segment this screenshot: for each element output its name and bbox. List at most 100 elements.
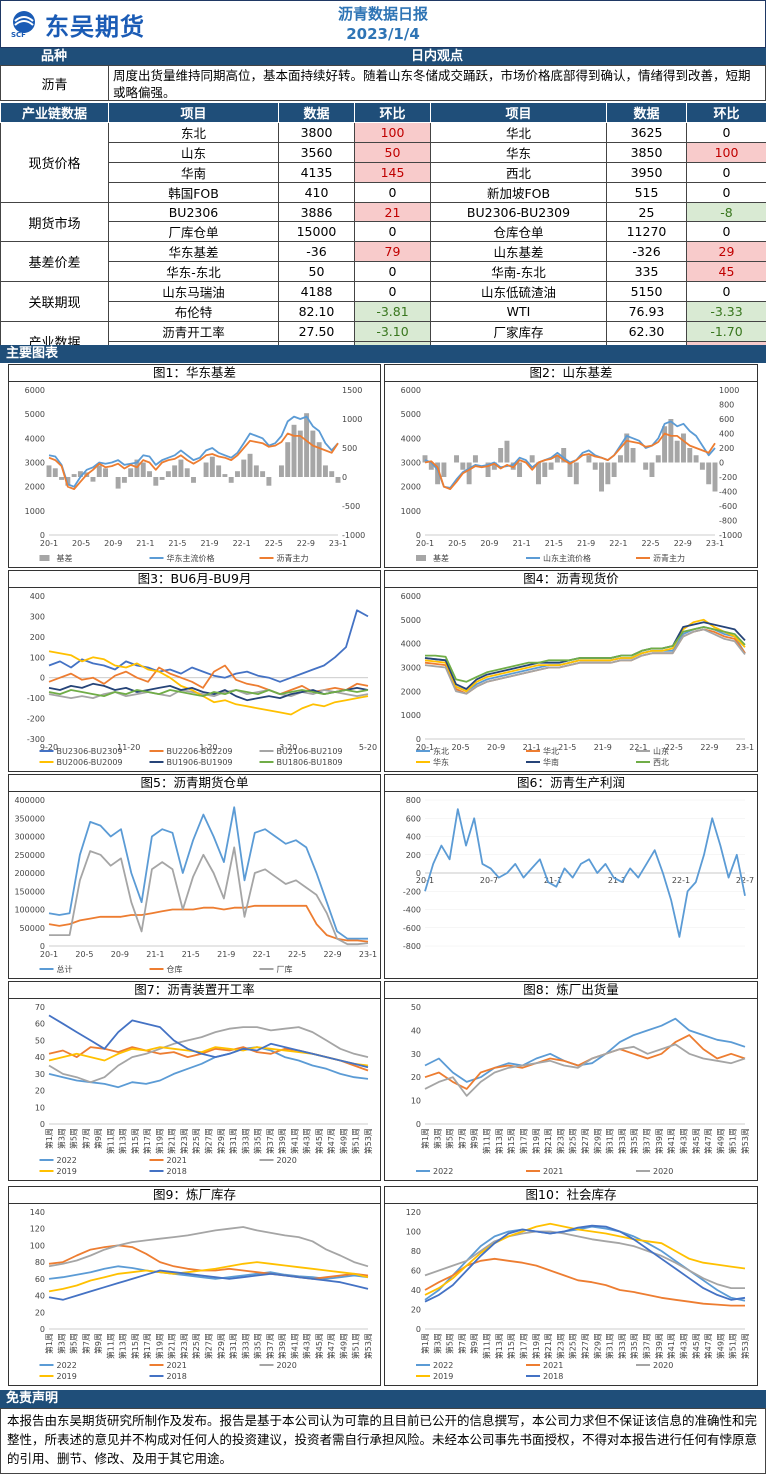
x-tick-label: 21-5: [168, 539, 186, 548]
y2-tick-label: 600: [719, 415, 734, 424]
table-header-4: 项目: [430, 102, 607, 123]
x-tick-label: 第23周: [555, 1333, 565, 1359]
x-tick-label: 22-5: [288, 950, 306, 959]
x-tick-label: 第23周: [179, 1333, 189, 1359]
x-tick-label: 第11周: [482, 1128, 492, 1154]
x-tick-label: 第29周: [592, 1333, 602, 1359]
table-header-3: 环比: [354, 102, 431, 123]
table-cell: 76.93: [606, 301, 687, 322]
x-tick-label: 21-9: [200, 539, 218, 548]
y-tick-label: 60: [35, 1020, 45, 1029]
x-tick-label: 22-5: [665, 743, 683, 752]
y-tick-label: -200: [403, 887, 421, 896]
table-row: 厂库仓单 15000 0 仓库仓单 11270 0: [1, 221, 766, 242]
x-tick-label: 第47周: [703, 1333, 713, 1359]
chart-panel-10: 图10：社会库存 0 20 40 60 80 100 120 第1周 第3周 第5周 第7周 第9周 第1…: [384, 1186, 758, 1386]
x-tick-label: 第33周: [240, 1128, 250, 1154]
series-line: [48, 1244, 369, 1280]
series-line: [424, 1230, 745, 1289]
x-tick-label: 22-1: [609, 539, 627, 548]
x-tick-label: 第25周: [568, 1333, 578, 1359]
legend-label: 东北: [433, 746, 449, 756]
bar-mark: [46, 465, 52, 477]
x-tick-label: 第39周: [277, 1333, 287, 1359]
y-tick-label: 20: [411, 1306, 421, 1315]
x-tick-label: 第23周: [179, 1128, 189, 1154]
x-tick-label: 22-1: [253, 950, 271, 959]
chart-panel-5: 图5：沥青期货仓单 0 50000 100000 150000 200000 250000 3…: [8, 774, 381, 979]
x-tick-label: 第51周: [351, 1128, 361, 1154]
x-tick-label: 第25周: [568, 1128, 578, 1154]
x-tick-label: 21-1: [513, 539, 531, 548]
bar-mark: [52, 468, 58, 477]
bar-mark: [128, 468, 134, 477]
y-tick-label: 6000: [401, 386, 421, 395]
x-tick-label: 22-9: [297, 539, 315, 548]
table-cell: 79: [354, 241, 431, 262]
disclaimer-text: 本报告由东吴期货研究所制作及发布。报告是基于本公司认为可靠的且目前已公开的信息撰…: [0, 1408, 766, 1474]
y-tick-label: 100: [406, 1228, 421, 1237]
table-cell: 515: [606, 182, 687, 203]
y-tick-label: 120: [30, 1225, 45, 1234]
table-cell: 335: [606, 261, 687, 282]
row-category: 现货价格: [0, 122, 109, 203]
y-tick-label: 120: [406, 1208, 421, 1217]
bar-mark: [624, 433, 630, 463]
y-tick-label: 70: [35, 1003, 45, 1012]
y-tick-label: -200: [27, 715, 45, 724]
chart-panel-6: 图6：沥青生产利润 -800 -600 -400 -200 0 200 400 600 800 20…: [384, 774, 758, 979]
x-tick-label: 第49周: [715, 1128, 725, 1154]
x-tick-label: 第51周: [728, 1128, 738, 1154]
bar-mark: [706, 462, 712, 485]
x-tick-label: 23-1: [329, 539, 347, 548]
table-cell: 3625: [606, 122, 687, 143]
x-tick-label: 第31周: [605, 1128, 615, 1154]
table-cell: 4135: [278, 162, 355, 183]
table-cell: 0: [686, 281, 766, 302]
y-tick-label: 0: [40, 531, 45, 540]
bar-mark: [260, 471, 266, 477]
y-tick-label: 3000: [25, 459, 45, 468]
table-row: 关联期现 山东马瑞油 4188 0 山东低硫渣油 5150 0: [0, 281, 766, 322]
table-cell: -36: [278, 241, 355, 262]
bar-mark: [460, 462, 466, 470]
x-tick-label: 第35周: [253, 1128, 263, 1154]
table-cell: 50: [354, 142, 431, 163]
x-tick-label: 第21周: [543, 1128, 553, 1154]
legend-label: 2019: [433, 1372, 453, 1381]
x-tick-label: 第9周: [93, 1333, 103, 1354]
bar-mark: [529, 455, 535, 463]
x-tick-label: 第15周: [130, 1128, 140, 1154]
x-tick-label: 第3周: [56, 1333, 66, 1354]
bar-mark: [184, 468, 190, 477]
x-tick-label: 第25周: [191, 1128, 201, 1154]
x-tick-label: 第39周: [654, 1128, 664, 1154]
chart-panel-2: 图2：山东基差 0 1000 2000 3000 4000 5000 6000 -1000 -80…: [384, 364, 758, 568]
x-tick-label: 22-7: [736, 876, 754, 885]
x-tick-label: 23-1: [359, 950, 377, 959]
legend-label: 2019: [57, 1372, 77, 1381]
series-line: [424, 1224, 746, 1303]
legend-swatch: [39, 555, 50, 561]
table-cell: 145: [354, 162, 431, 183]
x-tick-label: 第9周: [469, 1128, 479, 1149]
x-tick-label: 第47周: [703, 1128, 713, 1154]
x-tick-label: 9-20: [40, 743, 58, 752]
bar-mark: [222, 474, 228, 477]
logo-icon: SCF: [9, 9, 39, 39]
x-tick-label: 21-9: [594, 743, 612, 752]
bar-mark: [322, 465, 328, 477]
legend-label: 2021: [167, 1361, 187, 1370]
table-cell: 西北: [430, 162, 607, 183]
y-tick-label: 50: [411, 1003, 421, 1012]
report-title: 沥青数据日报: [337, 5, 428, 23]
x-tick-label: 第15周: [130, 1333, 140, 1359]
x-tick-label: 第19周: [531, 1128, 541, 1154]
y2-tick-label: -400: [719, 488, 737, 497]
bar-mark: [422, 455, 428, 463]
bar-mark: [485, 462, 491, 477]
table-header-0: 产业链数据: [0, 102, 109, 123]
x-tick-label: 第3周: [432, 1128, 442, 1149]
series-line: [48, 415, 339, 488]
x-tick-label: 第25周: [191, 1333, 201, 1359]
